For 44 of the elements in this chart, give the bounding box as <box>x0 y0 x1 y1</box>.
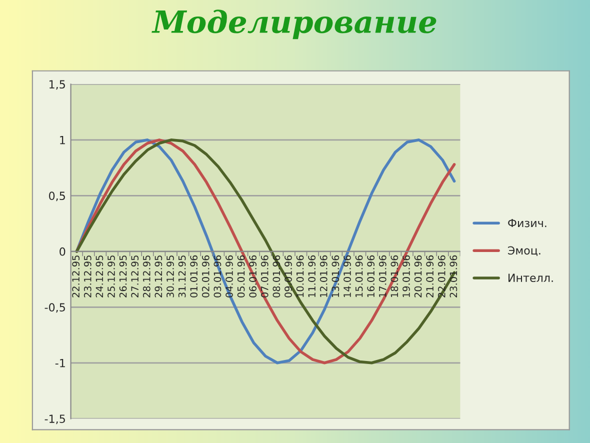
x-tick-label: 15.01.96 <box>355 255 363 297</box>
x-tick-label: 13.01.96 <box>332 255 340 297</box>
legend-label: Физич. <box>508 218 546 228</box>
x-tick-label: 19.01.96 <box>402 255 410 297</box>
x-tick-label: 08.01.96 <box>272 255 280 298</box>
x-tick-label: 30.12.95 <box>166 256 174 298</box>
x-tick-label: 24.12.95 <box>96 256 104 298</box>
x-tick-label: 23.12.95 <box>84 256 92 298</box>
x-tick-label: 29.12.95 <box>154 256 162 298</box>
y-tick-label: 1 <box>60 136 65 144</box>
x-tick-label: 09.01.96 <box>284 255 292 298</box>
y-tick-label: -1,5 <box>44 414 65 424</box>
x-tick-label: 04.01.96 <box>226 255 233 298</box>
y-tick-label: -1 <box>55 359 65 368</box>
legend-label: Интелл. <box>508 274 553 282</box>
x-tick-label: 28.12.95 <box>142 256 150 298</box>
x-tick-label: 25.12.95 <box>108 256 115 298</box>
x-tick-label: 16.01.96 <box>367 255 375 297</box>
x-tick-label: 11.01.96 <box>308 255 316 297</box>
y-tick-label: 0 <box>60 247 66 256</box>
x-tick-label: 18.01.96 <box>390 255 398 297</box>
x-tick-label: 07.01.96 <box>260 255 268 298</box>
x-tick-label: 05.01.96 <box>237 255 245 298</box>
x-tick-label: 31.12.95 <box>178 256 186 298</box>
x-tick-label: 20.01.96 <box>414 255 422 298</box>
x-tick-label: 22.01.96 <box>438 255 446 298</box>
y-tick-label: 0,5 <box>49 192 65 202</box>
x-tick-label: 23.01.96 <box>450 255 458 298</box>
chart-title: Моделирование <box>152 10 436 40</box>
legend-label: Эмоц. <box>508 246 540 256</box>
y-tick-label: -0,5 <box>44 303 65 313</box>
x-tick-label: 12.01.96 <box>320 255 328 297</box>
x-tick-label: 14.01.96 <box>344 255 351 297</box>
x-tick-label: 10.01.96 <box>296 255 304 297</box>
x-tick-label: 03.01.96 <box>214 255 222 298</box>
x-tick-label: 06.01.96 <box>249 255 257 298</box>
x-tick-label: 26.12.95 <box>119 256 127 298</box>
x-tick-label: 17.01.96 <box>378 255 386 297</box>
y-tick-label: 1,5 <box>49 80 65 90</box>
x-tick-label: 27.12.95 <box>131 256 139 298</box>
x-tick-label: 02.01.96 <box>202 255 210 298</box>
x-tick-label: 21.01.96 <box>426 255 434 298</box>
x-tick-label: 01.01.96 <box>190 255 198 298</box>
x-tick-label: 22.12.95 <box>72 256 80 298</box>
